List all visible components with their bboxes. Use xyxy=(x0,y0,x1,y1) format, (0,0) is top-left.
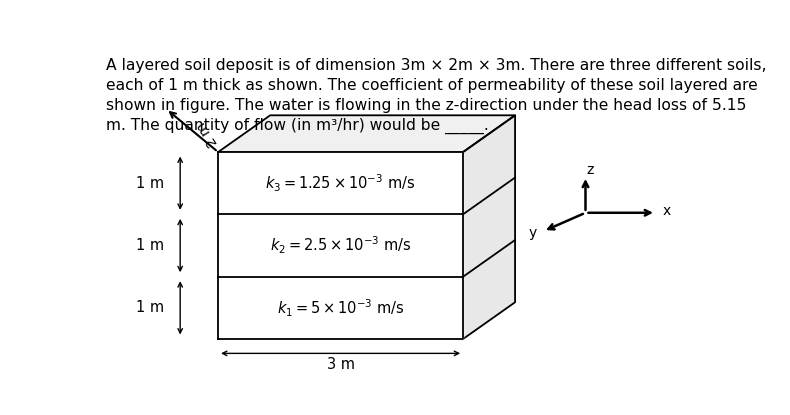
Text: 1 m: 1 m xyxy=(136,300,164,315)
Polygon shape xyxy=(218,152,463,339)
Text: m. The quantity of flow (in m³/hr) would be _____.: m. The quantity of flow (in m³/hr) would… xyxy=(106,118,489,134)
Text: z: z xyxy=(587,163,594,177)
Text: x: x xyxy=(663,204,671,218)
Polygon shape xyxy=(218,115,515,152)
Text: $k_2 = 2.5 \times 10^{-3}$ m/s: $k_2 = 2.5 \times 10^{-3}$ m/s xyxy=(269,235,412,256)
Text: $k_1 = 5 \times 10^{-3}$ m/s: $k_1 = 5 \times 10^{-3}$ m/s xyxy=(276,297,404,319)
Text: 1 m: 1 m xyxy=(136,176,164,190)
Text: 1 m: 1 m xyxy=(136,238,164,253)
Text: A layered soil deposit is of dimension 3m × 2m × 3m. There are three different s: A layered soil deposit is of dimension 3… xyxy=(106,58,766,73)
Polygon shape xyxy=(463,115,515,339)
Text: $k_3 = 1.25 \times 10^{-3}$ m/s: $k_3 = 1.25 \times 10^{-3}$ m/s xyxy=(265,173,416,194)
Text: each of 1 m thick as shown. The coefficient of permeability of these soil layere: each of 1 m thick as shown. The coeffici… xyxy=(106,78,758,93)
Text: 2 m: 2 m xyxy=(194,119,220,149)
Text: y: y xyxy=(529,226,536,240)
Text: 3 m: 3 m xyxy=(326,357,355,372)
Text: shown in figure. The water is flowing in the z-direction under the head loss of : shown in figure. The water is flowing in… xyxy=(106,98,747,113)
